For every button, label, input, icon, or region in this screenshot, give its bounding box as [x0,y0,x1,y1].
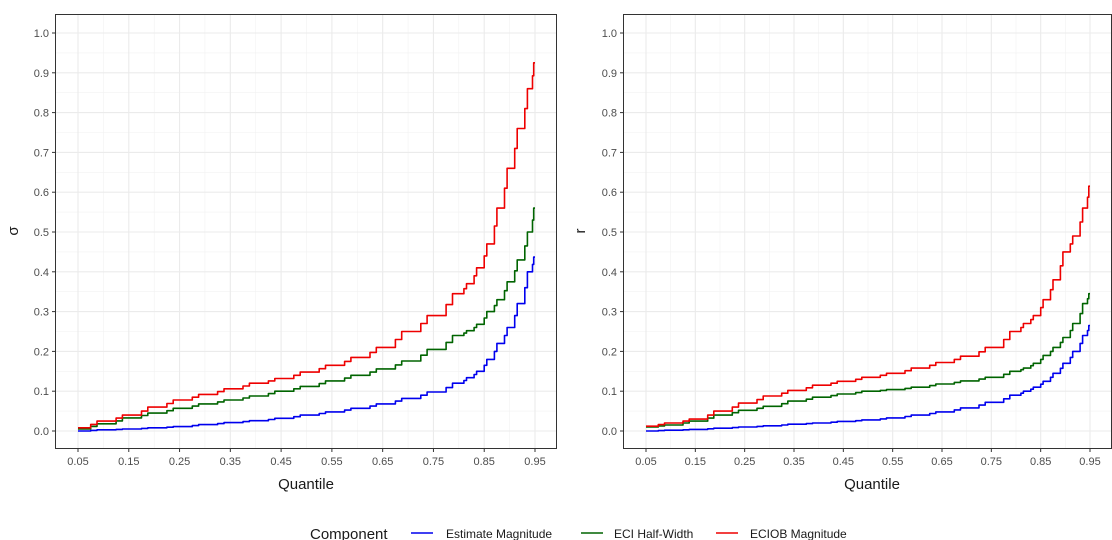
left-y-tick-label: 0.8 [34,108,49,120]
left-y-tick-label: 0.6 [34,187,49,199]
right-x-axis-title: Quantile [844,476,900,493]
left-x-tick-label: 0.35 [220,456,241,468]
right-y-tick-label: 0.0 [602,426,617,438]
left-y-tick-label: 0.0 [34,426,49,438]
left-x-axis-title: Quantile [278,476,334,493]
right-y-tick-label: 0.3 [602,307,617,319]
right-y-tick-label: 1.0 [602,28,617,40]
left-y-tick-label: 0.1 [34,386,49,398]
left-y-tick-label: 0.5 [34,227,49,239]
left-x-tick-label: 0.75 [423,456,444,468]
left-x-tick-label: 0.65 [372,456,393,468]
right-y-tick-label: 0.5 [602,227,617,239]
right-plot-background [623,14,1112,449]
right-series-line-eci-half-width [646,292,1090,428]
left-y-tick-label: 0.7 [34,147,49,159]
left-x-tick-label: 0.55 [321,456,342,468]
right-x-tick-label: 0.15 [685,456,706,468]
legend-label-eci-half-width: ECI Half-Width [614,527,693,540]
legend-title: Component [310,526,388,540]
right-y-tick-label: 0.4 [602,267,617,279]
right-y-tick-label: 0.2 [602,346,617,358]
left-x-tick-label: 0.85 [474,456,495,468]
left-y-tick-label: 0.9 [34,68,49,80]
left-x-tick-label: 0.15 [118,456,139,468]
right-y-tick-label: 0.9 [602,68,617,80]
right-x-tick-label: 0.55 [882,456,903,468]
right-x-tick-label: 0.85 [1030,456,1051,468]
right-series-line-eciob-magnitude [646,185,1090,427]
right-chart-panel: Quantile r 0.0 0.1 0.2 0.3 0.4 0.5 0.6 0.7 0.8 0.… [572,14,1112,493]
left-series-line-eciob-magnitude [78,62,535,429]
left-y-tick-label: 0.3 [34,307,49,319]
legend: Component Estimate Magnitude ECI Half-Wi… [310,526,847,540]
right-series-line-estimate-magnitude [646,324,1090,432]
legend-label-estimate-magnitude: Estimate Magnitude [446,527,552,540]
right-x-tick-label: 0.75 [981,456,1002,468]
left-chart-panel: Quantile σ 0.0 0.1 0.2 0.3 0.4 0.5 0.6 0.7 0.8 0.… [5,14,557,493]
right-y-tick-label: 0.7 [602,147,617,159]
left-y-tick-label: 0.4 [34,267,49,279]
right-x-tick-label: 0.95 [1079,456,1100,468]
left-x-tick-label: 0.45 [270,456,291,468]
right-x-tick-label: 0.05 [635,456,656,468]
left-plot-background [55,14,557,449]
right-y-tick-label: 0.1 [602,386,617,398]
right-x-tick-label: 0.35 [783,456,804,468]
left-y-tick-label: 0.2 [34,346,49,358]
right-y-tick-label: 0.8 [602,108,617,120]
legend-label-eciob-magnitude: ECIOB Magnitude [750,527,847,540]
left-x-tick-label: 0.95 [524,456,545,468]
left-x-tick-label: 0.25 [169,456,190,468]
right-y-axis-title: r [572,229,589,234]
left-y-tick-label: 1.0 [34,28,49,40]
right-x-tick-label: 0.65 [931,456,952,468]
left-panel-border [55,14,557,449]
left-series-line-eci-half-width [78,207,535,430]
left-series-line-estimate-magnitude [78,256,535,432]
left-y-axis-title: σ [5,226,22,236]
right-x-tick-label: 0.25 [734,456,755,468]
right-x-tick-label: 0.45 [833,456,854,468]
left-x-tick-label: 0.05 [67,456,88,468]
right-y-tick-label: 0.6 [602,187,617,199]
